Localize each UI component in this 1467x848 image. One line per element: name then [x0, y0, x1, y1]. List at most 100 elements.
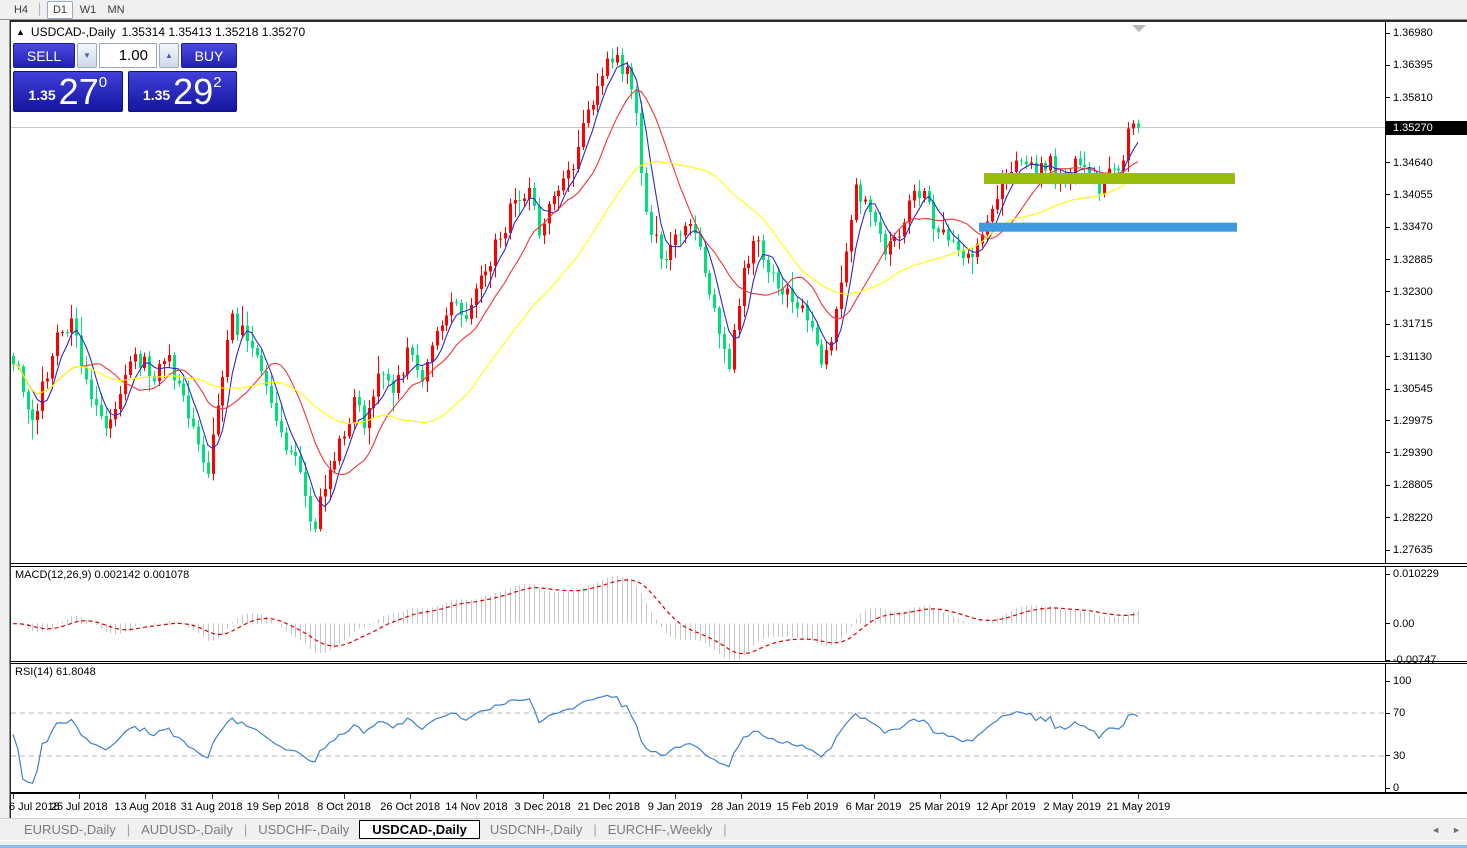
sell-button[interactable]: SELL: [13, 43, 75, 68]
axis-tick-label: 1.34055: [1393, 188, 1433, 201]
date-scale[interactable]: 6 Jul 2018 25 Jul 2018 13 Aug 2018 31 Aug 2…: [9, 794, 1467, 820]
date-tick-mark: [410, 794, 412, 799]
symbol-tab-usdcad-daily[interactable]: USDCAD-,Daily: [359, 820, 480, 839]
axis-tick-label: 100: [1393, 675, 1412, 687]
macd-label: MACD(12,26,9) 0.002142 0.001078: [15, 569, 190, 581]
chart-ohlc-values: 1.35314 1.35413 1.35218 1.35270: [121, 25, 306, 39]
pane-separator[interactable]: [11, 563, 1467, 567]
symbol-tab-audusd-daily[interactable]: AUDUSD-,Daily: [141, 822, 233, 837]
buy-price-display[interactable]: 1.35 29 2: [127, 71, 237, 112]
rsi-tick: 0: [1386, 782, 1399, 794]
price-tick: 1.34055: [1386, 189, 1433, 201]
date-tick-label: 21 Dec 2018: [577, 801, 640, 813]
axis-tick-mark: [1386, 484, 1390, 486]
price-tick: 1.31130: [1386, 351, 1432, 363]
date-tick-mark: [741, 794, 743, 799]
axis-tick-mark: [1386, 517, 1390, 519]
timeframe-button-w1[interactable]: W1: [79, 3, 97, 16]
tab-separator: |: [593, 822, 597, 837]
macd-scale[interactable]: 0.010229 0.00 -0.00747: [1385, 567, 1467, 666]
timeframe-toolbar: H4 D1 W1 MN: [0, 0, 1467, 20]
price-scale[interactable]: 1.36980 1.36395 1.35810 1.34640 1.34055 1.334…: [1385, 22, 1467, 563]
macd-tick: 0.010229: [1386, 568, 1439, 580]
toolbar-separator: [39, 3, 40, 16]
axis-tick-mark: [1386, 787, 1390, 789]
volume-input[interactable]: [99, 43, 157, 68]
date-tick-label: 28 Jan 2019: [710, 801, 772, 813]
date-tick-label: 12 Apr 2019: [976, 801, 1036, 813]
axis-tick-label: 0.00: [1393, 617, 1415, 630]
date-tick-mark: [608, 794, 610, 799]
axis-tick-mark: [1386, 194, 1390, 196]
symbol-tab-usdcnh-daily[interactable]: USDCNH-,Daily: [489, 822, 583, 837]
sell-price-point: 0: [98, 74, 108, 91]
axis-tick-mark: [1386, 226, 1390, 228]
status-strip: [0, 840, 1467, 848]
axis-tick-mark: [1386, 64, 1390, 66]
pane-separator[interactable]: [11, 661, 1467, 664]
axis-tick-label: 70: [1393, 707, 1406, 720]
price-tick: 1.27635: [1386, 544, 1433, 556]
buy-button[interactable]: BUY: [181, 43, 237, 68]
axis-tick-mark: [1386, 259, 1390, 261]
current-bid-price-tag: 1.35270: [1386, 120, 1467, 135]
axis-tick-mark: [1386, 623, 1390, 625]
axis-tick-label: 1.28220: [1393, 511, 1433, 524]
tab-scroll-right-icon[interactable]: ►: [1452, 824, 1461, 835]
chart-window: ▲ USDCAD-,Daily 1.35314 1.35413 1.35218 …: [9, 20, 1467, 820]
axis-tick-mark: [1386, 755, 1390, 757]
axis-tick-mark: [1386, 420, 1390, 422]
date-tick-label: 3 Dec 2018: [514, 801, 571, 813]
date-tick-mark: [277, 794, 279, 799]
price-tick: 1.36980: [1386, 27, 1433, 39]
volume-decrease-button[interactable]: ▼: [77, 43, 97, 68]
date-tick-label: 13 Aug 2018: [114, 801, 177, 813]
collapse-panel-icon[interactable]: ▲: [16, 27, 25, 37]
timeframe-button-h4[interactable]: H4: [13, 3, 29, 16]
macd-tick: -0.00747: [1386, 654, 1436, 666]
axis-tick-mark: [1386, 549, 1390, 551]
buy-price-pips: 29: [173, 71, 214, 112]
tab-scroll-left-icon[interactable]: ◄: [1431, 824, 1441, 835]
date-tick-mark: [675, 794, 676, 799]
macd-indicator-canvas[interactable]: MACD(12,26,9) 0.002142 0.001078: [11, 567, 1385, 661]
symbol-tab-usdchf-daily[interactable]: USDCHF-,Daily: [258, 822, 350, 837]
buy-price-base: 1.35: [142, 87, 171, 103]
date-tick-mark: [939, 794, 941, 799]
axis-tick-label: 1.32300: [1393, 285, 1433, 298]
axis-tick-label: 1.32885: [1393, 253, 1433, 266]
axis-tick-label: 1.36980: [1393, 27, 1433, 40]
date-tick-mark: [1006, 794, 1007, 799]
sell-price-pips: 27: [58, 71, 99, 112]
timeframe-button-d1[interactable]: D1: [47, 0, 73, 19]
axis-tick-label: 0: [1393, 782, 1400, 794]
price-tick: 1.33470: [1386, 221, 1433, 233]
price-chart-canvas[interactable]: ▲ USDCAD-,Daily 1.35314 1.35413 1.35218 …: [11, 22, 1385, 563]
tab-separator: |: [126, 822, 131, 837]
price-tick: 1.35810: [1386, 92, 1433, 104]
sell-price-display[interactable]: 1.35 27 0: [13, 71, 123, 112]
axis-tick-mark: [1386, 356, 1390, 358]
axis-tick-label: 30: [1393, 749, 1406, 762]
timeframe-button-mn[interactable]: MN: [107, 3, 125, 16]
price-tick: 1.31715: [1386, 318, 1433, 330]
date-tick-label: 6 Mar 2019: [845, 801, 902, 813]
tab-separator: |: [723, 822, 727, 837]
date-tick-mark: [344, 794, 345, 799]
axis-tick-label: 1.28805: [1393, 479, 1433, 492]
symbol-tab-eurchf-weekly[interactable]: EURCHF-,Weekly: [607, 822, 713, 837]
plot-bottom-border: [11, 792, 1467, 794]
sell-price-base: 1.35: [28, 87, 56, 103]
tab-separator: |: [243, 822, 248, 837]
rsi-label: RSI(14) 61.8048: [15, 666, 96, 678]
date-tick-label: 19 Sep 2018: [246, 801, 309, 813]
axis-tick-mark: [1386, 323, 1390, 325]
date-tick-label: 25 Jul 2018: [50, 801, 108, 813]
macd-tick: 0.00: [1386, 618, 1414, 630]
rsi-indicator-canvas[interactable]: RSI(14) 61.8048: [11, 664, 1385, 792]
rsi-scale[interactable]: 100 70 30 0: [1385, 664, 1467, 794]
volume-increase-button[interactable]: ▲: [159, 43, 179, 68]
date-tick-mark: [211, 794, 213, 799]
axis-tick-label: 1.29975: [1393, 414, 1433, 427]
symbol-tab-eurusd-daily[interactable]: EURUSD-,Daily: [24, 822, 116, 837]
